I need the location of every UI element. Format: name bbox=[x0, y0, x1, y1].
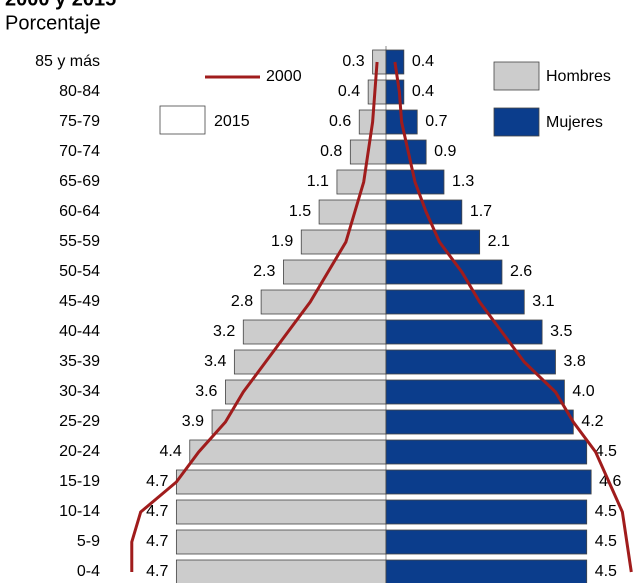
bar bbox=[385, 289, 525, 315]
bar bbox=[385, 439, 588, 465]
value-label: 4.7 bbox=[146, 503, 168, 520]
bar bbox=[225, 379, 387, 405]
category-label: 40-44 bbox=[59, 323, 100, 340]
bar bbox=[385, 409, 574, 435]
category-label: 35-39 bbox=[59, 353, 100, 370]
value-label: 0.7 bbox=[425, 113, 447, 130]
value-label: 1.1 bbox=[307, 173, 329, 190]
bar bbox=[385, 349, 556, 375]
bar bbox=[242, 319, 387, 345]
line-2000 bbox=[130, 61, 379, 572]
legend-label: 2000 bbox=[266, 68, 302, 85]
bar bbox=[211, 409, 387, 435]
chart-subtitle: Porcentaje bbox=[5, 12, 101, 34]
value-label: 2.8 bbox=[231, 293, 253, 310]
value-label: 0.4 bbox=[412, 53, 434, 70]
bar bbox=[385, 379, 565, 405]
value-label: 4.4 bbox=[160, 443, 182, 460]
value-label: 3.4 bbox=[204, 353, 226, 370]
bar bbox=[300, 229, 387, 255]
category-label: 70-74 bbox=[59, 143, 100, 160]
bar bbox=[385, 259, 503, 285]
category-label: 55-59 bbox=[59, 233, 100, 250]
category-label: 30-34 bbox=[59, 383, 100, 400]
category-label: 45-49 bbox=[59, 293, 100, 310]
value-label: 1.3 bbox=[452, 173, 474, 190]
bar bbox=[175, 559, 387, 583]
value-label: 2.6 bbox=[510, 263, 532, 280]
legend-box bbox=[493, 61, 540, 91]
bar bbox=[260, 289, 387, 315]
category-label: 65-69 bbox=[59, 173, 100, 190]
line-2000 bbox=[393, 61, 633, 573]
category-label: 80-84 bbox=[59, 83, 100, 100]
value-label: 3.9 bbox=[182, 413, 204, 430]
category-label: 60-64 bbox=[59, 203, 100, 220]
bar bbox=[175, 529, 387, 555]
value-label: 1.7 bbox=[470, 203, 492, 220]
value-label: 1.5 bbox=[289, 203, 311, 220]
value-label: 0.6 bbox=[329, 113, 351, 130]
value-label: 4.5 bbox=[595, 443, 617, 460]
value-label: 4.7 bbox=[146, 563, 168, 580]
legend-label: Hombres bbox=[546, 68, 611, 85]
bar bbox=[385, 529, 588, 555]
value-label: 4.5 bbox=[595, 503, 617, 520]
value-label: 3.5 bbox=[550, 323, 572, 340]
category-label: 20-24 bbox=[59, 443, 100, 460]
value-label: 2.3 bbox=[253, 263, 275, 280]
value-label: 4.7 bbox=[146, 533, 168, 550]
value-label: 2.1 bbox=[488, 233, 510, 250]
category-label: 10-14 bbox=[59, 503, 100, 520]
bar bbox=[367, 79, 387, 105]
value-label: 4.0 bbox=[572, 383, 594, 400]
legend-label: Mujeres bbox=[546, 114, 603, 131]
category-label: 75-79 bbox=[59, 113, 100, 130]
value-label: 0.4 bbox=[412, 83, 434, 100]
bar bbox=[175, 469, 387, 495]
bar bbox=[385, 469, 592, 495]
value-label: 1.9 bbox=[271, 233, 293, 250]
category-label: 50-54 bbox=[59, 263, 100, 280]
value-label: 0.9 bbox=[434, 143, 456, 160]
legend-label: 2015 bbox=[214, 113, 250, 130]
category-label: 15-19 bbox=[59, 473, 100, 490]
bar bbox=[385, 319, 543, 345]
value-label: 3.8 bbox=[563, 353, 585, 370]
bar bbox=[372, 49, 387, 75]
value-label: 3.2 bbox=[213, 323, 235, 340]
value-label: 4.2 bbox=[581, 413, 603, 430]
category-label: 5-9 bbox=[77, 533, 100, 550]
value-label: 3.1 bbox=[532, 293, 554, 310]
bar bbox=[385, 559, 588, 583]
value-label: 3.6 bbox=[195, 383, 217, 400]
value-label: 4.7 bbox=[146, 473, 168, 490]
legend-box bbox=[159, 105, 206, 135]
bar bbox=[385, 499, 588, 525]
category-label: 85 y más bbox=[35, 53, 100, 70]
value-label: 0.8 bbox=[320, 143, 342, 160]
legend-box bbox=[493, 107, 540, 137]
category-label: 25-29 bbox=[59, 413, 100, 430]
bar bbox=[175, 499, 387, 525]
bar bbox=[385, 229, 481, 255]
bar bbox=[233, 349, 387, 375]
category-label: 0-4 bbox=[77, 563, 100, 580]
value-label: 4.5 bbox=[595, 533, 617, 550]
value-label: 4.5 bbox=[595, 563, 617, 580]
value-label: 0.4 bbox=[338, 83, 360, 100]
chart-title: 2000 y 2015 bbox=[5, 0, 116, 10]
value-label: 0.3 bbox=[342, 53, 364, 70]
bar bbox=[189, 439, 387, 465]
